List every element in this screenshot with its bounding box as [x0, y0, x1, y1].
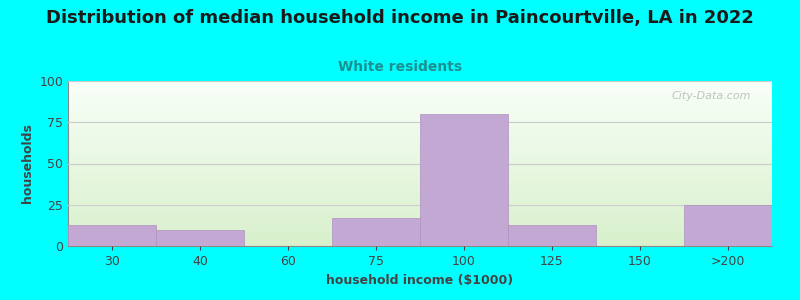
Y-axis label: households: households [21, 124, 34, 203]
Text: Distribution of median household income in Paincourtville, LA in 2022: Distribution of median household income … [46, 9, 754, 27]
Bar [68, 224, 156, 246]
Bar [156, 230, 244, 246]
Bar [332, 218, 420, 246]
Bar [420, 114, 508, 246]
Text: City-Data.com: City-Data.com [671, 91, 751, 101]
Text: White residents: White residents [338, 60, 462, 74]
X-axis label: household income ($1000): household income ($1000) [326, 274, 514, 286]
Bar [684, 205, 772, 246]
Bar [508, 224, 596, 246]
